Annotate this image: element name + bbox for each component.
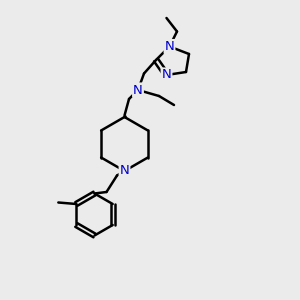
Text: N: N [162, 68, 171, 82]
Text: N: N [165, 40, 174, 53]
Text: N: N [120, 164, 129, 178]
Text: N: N [133, 83, 143, 97]
